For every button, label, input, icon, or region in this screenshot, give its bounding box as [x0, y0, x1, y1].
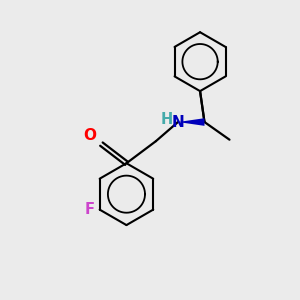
Text: N: N [172, 115, 184, 130]
Text: H: H [161, 112, 173, 127]
Text: O: O [83, 128, 96, 142]
Polygon shape [178, 118, 205, 126]
Text: F: F [84, 202, 94, 217]
